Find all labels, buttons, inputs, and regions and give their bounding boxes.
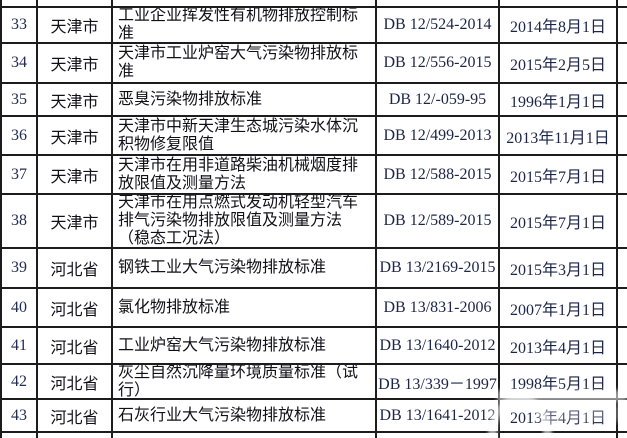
standard-name-cell: 石灰行业大气污染物排放标准 [113, 400, 377, 431]
date-cell: 1998年5月1日 [500, 365, 618, 398]
region-cell [38, 0, 113, 6]
date-cell: 2013年4月1日 [500, 328, 618, 363]
standard-code-cell: DB 13/339－1997 [377, 365, 500, 398]
standard-name-cell: 工业炉窑大气污染物排放标准 [113, 328, 377, 363]
date-cell: 2015年7月1日 [500, 156, 618, 193]
row-number-cell: 36 [2, 117, 38, 154]
region-cell [38, 433, 113, 438]
cutoff-column-stub [618, 195, 627, 247]
row-number-cell: 41 [2, 328, 38, 363]
cutoff-column-stub [618, 156, 627, 193]
partial-row-top [0, 0, 627, 8]
table-row: 36 天津市 天津市中新天津生态城污染水体沉积物修复限值 DB 12/499-2… [0, 117, 627, 156]
standard-name-cell: 天津市在用点燃式发动机轻型汽车排气污染物排放限值及测量方法（稳态工况法） [113, 195, 377, 247]
date-cell: 2015年7月1日 [500, 195, 618, 247]
row-number-cell: 42 [2, 365, 38, 398]
partial-row-bottom [0, 433, 627, 438]
standard-code-cell: DB 13/2169-2015 [377, 249, 500, 287]
region-cell: 天津市 [38, 156, 113, 193]
region-cell: 河北省 [38, 400, 113, 431]
row-number-cell [2, 0, 38, 6]
cutoff-column-stub [618, 328, 627, 363]
table-row: 42 河北省 灰尘自然沉降量环境质量标准（试行） DB 13/339－1997 … [0, 365, 627, 400]
cutoff-column-stub [618, 249, 627, 287]
standard-name-cell: 恶臭污染物排放标准 [113, 84, 377, 115]
standard-code-cell [377, 433, 500, 438]
row-number-cell: 33 [2, 8, 38, 42]
region-cell: 天津市 [38, 8, 113, 42]
table-row: 38 天津市 天津市在用点燃式发动机轻型汽车排气污染物排放限值及测量方法（稳态工… [0, 195, 627, 249]
region-cell: 河北省 [38, 328, 113, 363]
cutoff-column-stub [618, 400, 627, 431]
date-cell: 1996年1月1日 [500, 84, 618, 115]
standard-code-cell: DB 13/1640-2012 [377, 328, 500, 363]
date-cell: 2007年1月1日 [500, 289, 618, 326]
row-number-cell: 38 [2, 195, 38, 247]
standard-code-cell: DB 12/499-2013 [377, 117, 500, 154]
table-row: 34 天津市 天津市工业炉窑大气污染物排放标准 DB 12/556-2015 2… [0, 44, 627, 84]
standard-code-cell: DB 13/831-2006 [377, 289, 500, 326]
date-cell: 2013年4月1日 [500, 400, 618, 431]
standard-name-cell: 天津市中新天津生态城污染水体沉积物修复限值 [113, 117, 377, 154]
standard-code-cell: DB 12/-059-95 [377, 84, 500, 115]
table-row: 37 天津市 天津市在用非道路柴油机械烟度排放限值及测量方法 DB 12/588… [0, 156, 627, 195]
table-row: 33 天津市 工业企业挥发性有机物排放控制标准 DB 12/524-2014 2… [0, 8, 627, 44]
row-number-cell: 35 [2, 84, 38, 115]
standard-name-cell: 天津市在用非道路柴油机械烟度排放限值及测量方法 [113, 156, 377, 193]
cutoff-column-stub [618, 365, 627, 398]
row-number-cell: 43 [2, 400, 38, 431]
row-number-cell [2, 433, 38, 438]
standard-name-cell: 天津市工业炉窑大气污染物排放标准 [113, 44, 377, 82]
standard-name-cell: 灰尘自然沉降量环境质量标准（试行） [113, 365, 377, 398]
standard-code-cell: DB 13/1641-2012 [377, 400, 500, 431]
standard-code-cell: DB 12/524-2014 [377, 8, 500, 42]
table-row: 41 河北省 工业炉窑大气污染物排放标准 DB 13/1640-2012 201… [0, 328, 627, 365]
standard-name-cell [113, 0, 377, 6]
row-number-cell: 40 [2, 289, 38, 326]
date-cell [500, 433, 618, 438]
cutoff-column-stub [618, 0, 627, 6]
row-number-cell: 34 [2, 44, 38, 82]
region-cell: 河北省 [38, 249, 113, 287]
cutoff-column-stub [618, 44, 627, 82]
date-cell: 2013年11月1日 [500, 117, 618, 154]
table-row: 40 河北省 氯化物排放标准 DB 13/831-2006 2007年1月1日 [0, 289, 627, 328]
standard-name-cell [113, 433, 377, 438]
cutoff-column-stub [618, 8, 627, 42]
row-number-cell: 37 [2, 156, 38, 193]
cutoff-column-stub [618, 289, 627, 326]
date-cell: 2014年8月1日 [500, 8, 618, 42]
region-cell: 天津市 [38, 195, 113, 247]
table-row: 39 河北省 钢铁工业大气污染物排放标准 DB 13/2169-2015 201… [0, 249, 627, 289]
cutoff-column-stub [618, 433, 627, 438]
cutoff-column-stub [618, 117, 627, 154]
date-cell [500, 0, 618, 6]
region-cell: 天津市 [38, 84, 113, 115]
standard-code-cell [377, 0, 500, 6]
cutoff-column-stub [618, 84, 627, 115]
standard-name-cell: 钢铁工业大气污染物排放标准 [113, 249, 377, 287]
region-cell: 河北省 [38, 365, 113, 398]
standard-code-cell: DB 12/589-2015 [377, 195, 500, 247]
standard-name-cell: 氯化物排放标准 [113, 289, 377, 326]
table-row: 35 天津市 恶臭污染物排放标准 DB 12/-059-95 1996年1月1日 [0, 84, 627, 117]
region-cell: 河北省 [38, 289, 113, 326]
region-cell: 天津市 [38, 117, 113, 154]
date-cell: 2015年2月5日 [500, 44, 618, 82]
standard-code-cell: DB 12/588-2015 [377, 156, 500, 193]
row-number-cell: 39 [2, 249, 38, 287]
table-row: 43 河北省 石灰行业大气污染物排放标准 DB 13/1641-2012 201… [0, 400, 627, 433]
region-cell: 天津市 [38, 44, 113, 82]
standard-code-cell: DB 12/556-2015 [377, 44, 500, 82]
date-cell: 2015年3月1日 [500, 249, 618, 287]
standard-name-cell: 工业企业挥发性有机物排放控制标准 [113, 8, 377, 42]
